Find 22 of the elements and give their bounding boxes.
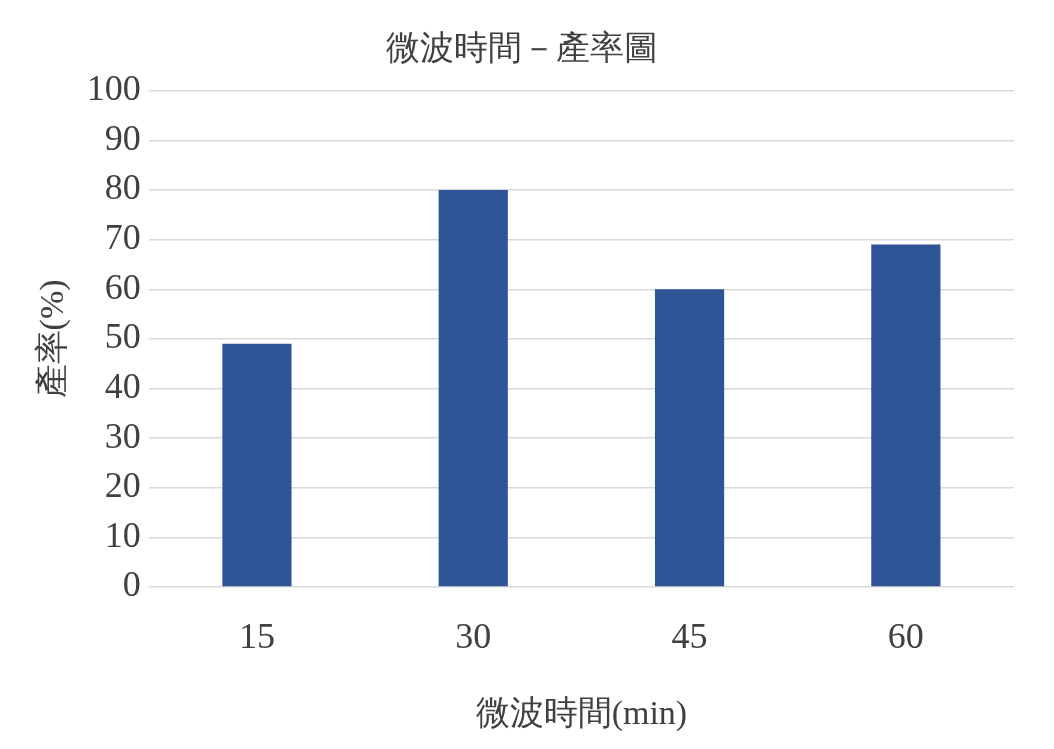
y-tick-label: 60: [104, 266, 141, 307]
x-tick-label: 45: [671, 616, 708, 657]
x-tick-label: 60: [887, 616, 924, 657]
y-tick-label: 100: [86, 68, 141, 109]
y-tick-label: 50: [104, 316, 141, 357]
bar: [222, 343, 292, 587]
y-tick-label: 20: [104, 465, 141, 506]
x-tick-label: 15: [238, 616, 275, 657]
x-axis-title: 微波時間(min): [475, 693, 688, 732]
y-tick-label: 0: [122, 564, 141, 605]
y-axis-title: 產率(%): [33, 279, 72, 399]
bar: [654, 289, 725, 587]
chart-title: 微波時間－產率圖: [386, 29, 658, 67]
y-tick-label: 70: [104, 217, 141, 258]
x-tick-label: 30: [455, 616, 492, 657]
bar: [871, 244, 941, 587]
y-tick-label: 80: [104, 167, 141, 208]
y-tick-label: 90: [104, 117, 141, 158]
y-tick-label: 30: [104, 415, 141, 456]
bar: [438, 190, 508, 587]
y-tick-label: 40: [104, 365, 141, 406]
y-tick-label: 10: [104, 514, 141, 555]
